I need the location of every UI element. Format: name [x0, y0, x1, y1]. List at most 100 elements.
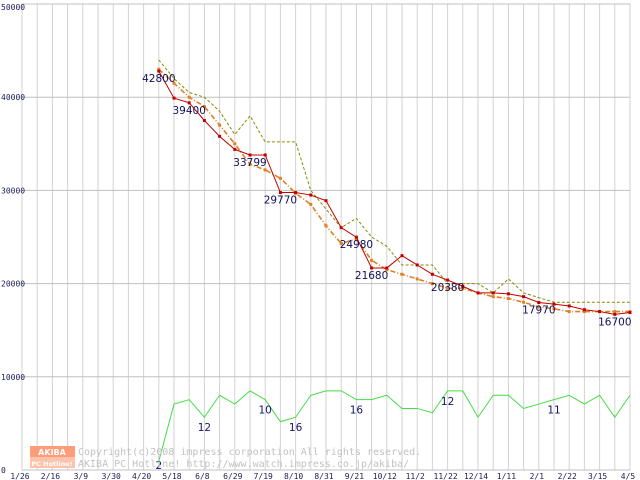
series-marker-min [400, 254, 404, 258]
series-marker-min [567, 304, 571, 308]
data-label-count: 2 [155, 460, 162, 472]
series-marker-min [628, 310, 632, 314]
series-marker-average [582, 310, 586, 314]
series-marker-min [324, 199, 328, 203]
series-marker-min [385, 266, 389, 270]
data-label-min: 17970 [522, 305, 555, 317]
x-tick-label: 3/30 [102, 472, 121, 480]
data-label-min: 20380 [431, 282, 464, 294]
series-marker-min [370, 266, 374, 270]
series-marker-min [506, 292, 510, 296]
series-marker-min [263, 153, 267, 157]
data-label-count: 12 [198, 422, 211, 434]
series-marker-min [582, 308, 586, 312]
series-marker-average [339, 242, 343, 246]
series-marker-min [522, 295, 526, 299]
series-marker-min [415, 263, 419, 267]
series-marker-average [461, 286, 465, 290]
logo-bottom-text: PC Hotline! [31, 460, 72, 468]
series-marker-min [430, 272, 434, 276]
series-marker-average [506, 297, 510, 301]
series-marker-min [172, 96, 176, 100]
series-marker-average [248, 162, 252, 166]
series-marker-average [552, 307, 556, 311]
series-marker-average [567, 310, 571, 314]
x-tick-label: 6/8 [195, 472, 210, 480]
series-marker-min [187, 101, 191, 105]
y-axis-ticks: 0 10000 20000 30000 40000 50000 [1, 3, 25, 475]
series-marker-min [598, 310, 602, 314]
series-marker-min [613, 312, 617, 316]
series-marker-average [400, 272, 404, 276]
series-marker-min [278, 191, 282, 195]
series-marker-average [522, 300, 526, 304]
x-tick-label: 7/19 [254, 472, 273, 480]
series-marker-average [187, 95, 191, 99]
y-tick-label: 0 [1, 466, 6, 475]
series-line-count [158, 390, 631, 462]
series-marker-min [218, 134, 222, 138]
series-marker-average [202, 105, 206, 109]
series-marker-min [233, 147, 237, 151]
series-marker-average [537, 305, 541, 309]
series-marker-min [202, 119, 206, 122]
data-label-min: 24980 [340, 239, 373, 251]
x-tick-label: 1/26 [10, 472, 29, 480]
series-marker-min [552, 302, 556, 306]
data-label-count: 16 [289, 422, 303, 434]
data-label-count: 16 [350, 405, 364, 417]
x-tick-label: 5/18 [162, 472, 181, 480]
x-tick-label: 6/29 [223, 472, 242, 480]
series-marker-min [461, 284, 465, 288]
series-marker-average [430, 282, 434, 286]
credit-block: AKIBA PC Hotline! Copyright(c)2008 impre… [30, 446, 421, 470]
x-tick-label: 2/1 [530, 472, 545, 480]
data-label-min: 42800 [142, 73, 175, 85]
chart-series [157, 59, 632, 462]
series-marker-min [354, 235, 358, 239]
series-marker-average [172, 81, 176, 85]
series-marker-average [370, 258, 374, 262]
series-marker-average [415, 277, 419, 281]
data-label-min: 29770 [264, 195, 297, 207]
x-tick-label: 11/22 [434, 472, 458, 480]
x-tick-label: 1/11 [497, 472, 516, 480]
series-marker-average [324, 224, 328, 228]
data-label-min: 33799 [233, 157, 266, 169]
series-marker-average [354, 237, 358, 241]
series-marker-average [157, 67, 161, 71]
data-label-count: 12 [441, 396, 454, 408]
chart-grid [21, 3, 631, 471]
x-tick-label: 4/5 [621, 472, 636, 480]
x-tick-label: 2/22 [558, 472, 577, 480]
logo-top-text: AKIBA [38, 448, 66, 457]
series-marker-min [476, 291, 480, 295]
data-label-count: 10 [259, 405, 272, 417]
series-line-min [158, 70, 631, 315]
series-marker-min [309, 193, 313, 197]
series-marker-average [613, 310, 617, 314]
x-tick-label: 8/10 [284, 472, 303, 480]
data-labels: 42800 39400 33799 29770 24980 21680 20380 17970… [142, 73, 631, 472]
series-marker-min [157, 69, 161, 73]
y-tick-label: 50000 [1, 3, 25, 12]
series-marker-min [491, 291, 495, 295]
data-label-min: 16700 [598, 316, 631, 328]
x-axis-ticks: 1/26 2/16 3/9 3/30 4/20 5/18 6/8 6/29 7/19 8/10 8/… [10, 472, 635, 480]
x-tick-label: 3/9 [74, 472, 89, 480]
series-marker-min [446, 278, 450, 282]
x-tick-label: 9/21 [345, 472, 364, 480]
x-tick-label: 8/31 [314, 472, 333, 480]
y-tick-label: 10000 [1, 373, 25, 382]
series-marker-average [446, 286, 450, 290]
y-tick-label: 40000 [1, 93, 25, 102]
x-tick-label: 11/2 [406, 472, 425, 480]
y-tick-label: 20000 [1, 280, 25, 289]
data-label-min: 21680 [355, 270, 388, 282]
series-marker-average [491, 295, 495, 299]
series-marker-average [233, 142, 237, 146]
series-marker-min [339, 226, 343, 230]
x-tick-label: 2/16 [41, 472, 60, 480]
series-line-average [158, 68, 630, 313]
